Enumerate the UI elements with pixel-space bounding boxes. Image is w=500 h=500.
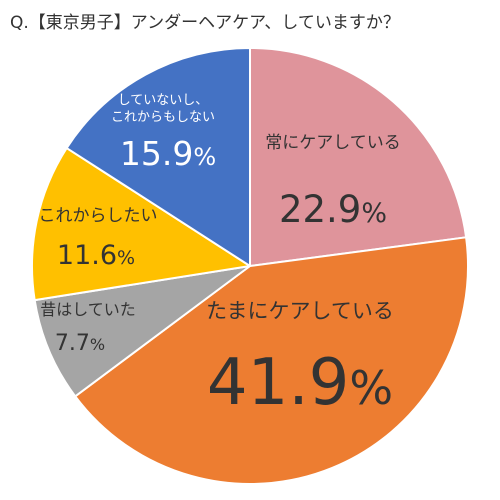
- pie-slice-4: [31, 147, 251, 302]
- slice-label-4: これからしたい: [39, 206, 158, 226]
- slice-label-3: 昔はしていた: [40, 300, 136, 319]
- slice-value-5: 15.9%: [120, 134, 216, 173]
- pie-slice-3: [33, 265, 251, 398]
- slice-label-5: していないし、これからもしない: [111, 93, 215, 125]
- slice-value-3: 7.7%: [55, 331, 105, 356]
- pie-slice-2: [74, 236, 469, 485]
- slice-label-1: 常にケアしている: [265, 133, 401, 153]
- slice-value-1: 22.9%: [279, 188, 387, 231]
- chart-title: Q.【東京男子】アンダーヘアケア、していますか？: [10, 13, 400, 33]
- slice-value-4: 11.6%: [57, 240, 135, 271]
- pie-slice-5: [65, 47, 251, 267]
- pie-slice-1: [249, 47, 468, 267]
- slice-value-2: 41.9%: [207, 346, 393, 420]
- slice-label-2: たまにケアしている: [206, 299, 394, 323]
